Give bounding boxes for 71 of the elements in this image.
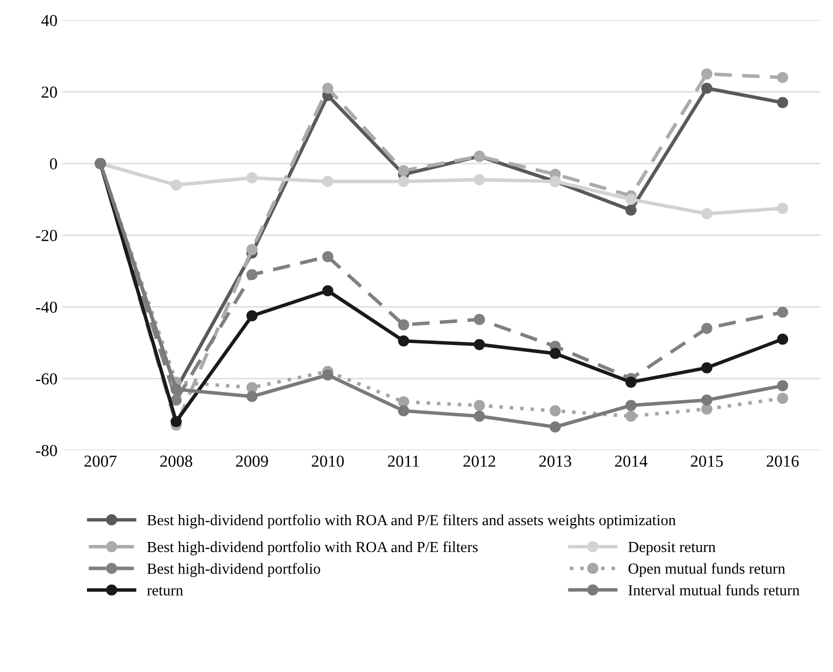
point [701,68,712,80]
point [322,251,334,262]
point [777,202,788,214]
point [550,421,561,432]
y-tick-label: 40 [41,14,57,26]
point [777,392,788,404]
legend-label: Deposit return [628,542,716,556]
point [550,405,561,416]
point [398,165,410,176]
point [550,348,561,360]
legend-label: Best high-dividend portfolio with ROA and P/E filters [147,541,478,556]
x-tick-label: 2015 [690,456,723,467]
point [625,376,637,388]
x-tick-label: 2008 [160,456,192,467]
x-tick-label: 2009 [236,456,268,467]
point [474,314,485,325]
x-tick-label: 2016 [766,456,799,467]
point [246,172,258,184]
point [777,306,788,318]
legend-label: Best high-dividend portfolio with ROA and P/E filters and assets weights optimization [147,514,676,528]
point [246,390,258,402]
x-tick-label: 2012 [463,456,496,467]
point [398,335,410,346]
point [625,194,637,205]
point [474,174,485,186]
x-tick-label: 2014 [615,456,648,467]
point [777,72,788,84]
point [777,334,788,345]
point [625,204,637,216]
y-tick-label: -80 [36,444,57,456]
point [322,176,334,187]
point [246,382,258,394]
y-tick-label: -40 [36,302,57,313]
point [474,338,485,350]
point [398,319,410,330]
point [625,410,637,422]
point [474,410,485,422]
point [398,176,410,187]
point [701,362,712,374]
point [398,396,410,408]
point [170,179,182,191]
point [625,400,637,411]
y-tick-label: -20 [36,230,57,242]
legend-label: Interval mutual funds return [628,584,800,596]
point [701,82,712,94]
x-tick-label: 2010 [312,456,344,467]
point [170,416,182,428]
point [246,244,258,256]
point [701,208,712,220]
point [474,400,485,411]
point [322,369,334,381]
point [777,97,788,108]
legend-label: Best high-dividend portfolio [147,562,320,578]
legend-label: Open mutual funds return [628,562,786,577]
point [322,82,334,94]
point [777,380,788,392]
legend-label: return [147,586,184,596]
point [701,394,712,406]
point [170,394,182,406]
point [398,405,410,416]
y-tick-label: 0 [50,158,57,170]
point [701,322,712,334]
x-tick-label: 2013 [539,456,572,467]
point [246,310,258,322]
point [701,403,712,415]
point [246,269,258,280]
y-tick-label: -60 [36,373,57,385]
x-tick-label: 2007 [84,456,117,467]
point [322,285,334,296]
y-tick-label: 20 [42,86,57,98]
x-tick-label: 2011 [388,456,419,467]
